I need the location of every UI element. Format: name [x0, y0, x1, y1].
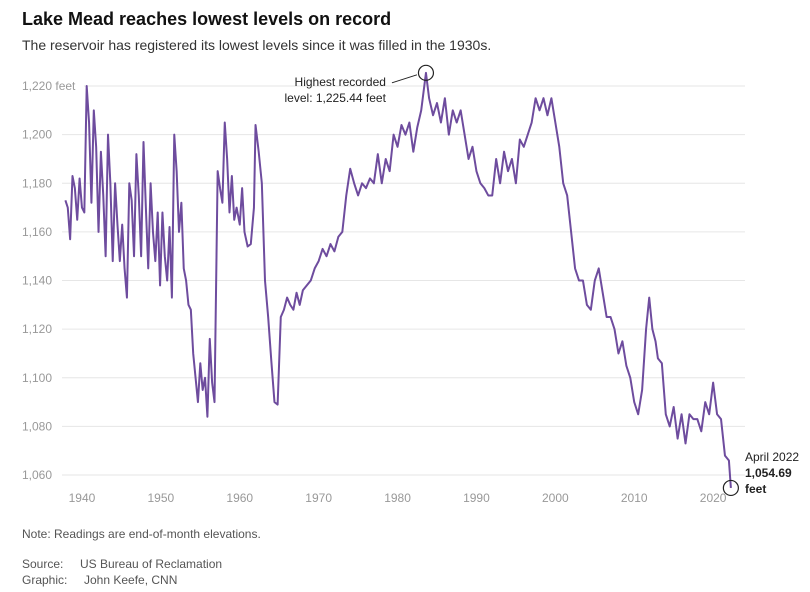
annotation: Highest recorded — [295, 75, 386, 89]
chart-title: Lake Mead reaches lowest levels on recor… — [22, 9, 391, 29]
y-tick-label: 1,080 — [22, 419, 52, 433]
x-tick-label: 1970 — [305, 491, 332, 505]
x-tick-label: 2000 — [542, 491, 569, 505]
highlight-marker — [417, 64, 435, 81]
chart-subtitle: The reservoir has registered its lowest … — [22, 37, 491, 53]
y-tick-label: 1,220 feet — [22, 79, 76, 93]
note: Note: Readings are end-of-month elevatio… — [22, 527, 261, 541]
x-tick-label: 1940 — [69, 491, 96, 505]
highlight-marker — [722, 479, 739, 497]
graphic-label: Graphic: — [22, 573, 67, 587]
y-tick-label: 1,200 — [22, 128, 52, 142]
graphic: John Keefe, CNN — [84, 573, 177, 587]
y-tick-label: 1,100 — [22, 371, 52, 385]
y-tick-label: 1,180 — [22, 176, 52, 190]
annotation: April 2022 — [745, 450, 799, 464]
data-line — [64, 71, 732, 489]
x-tick-label: 1950 — [148, 491, 175, 505]
y-tick-label: 1,060 — [22, 468, 52, 482]
annotation: feet — [745, 482, 766, 496]
y-tick-label: 1,160 — [22, 225, 52, 239]
annotation: 1,054.69 — [745, 466, 792, 480]
source-label: Source: — [22, 557, 63, 571]
x-tick-label: 2020 — [700, 491, 727, 505]
source: US Bureau of Reclamation — [80, 557, 222, 571]
x-tick-label: 2010 — [621, 491, 648, 505]
x-tick-label: 1990 — [463, 491, 490, 505]
x-tick-label: 1960 — [226, 491, 253, 505]
x-tick-label: 1980 — [384, 491, 411, 505]
annotation-leader — [391, 74, 418, 84]
y-tick-label: 1,140 — [22, 274, 52, 288]
y-tick-label: 1,120 — [22, 322, 52, 336]
annotation: level: 1,225.44 feet — [285, 91, 387, 105]
